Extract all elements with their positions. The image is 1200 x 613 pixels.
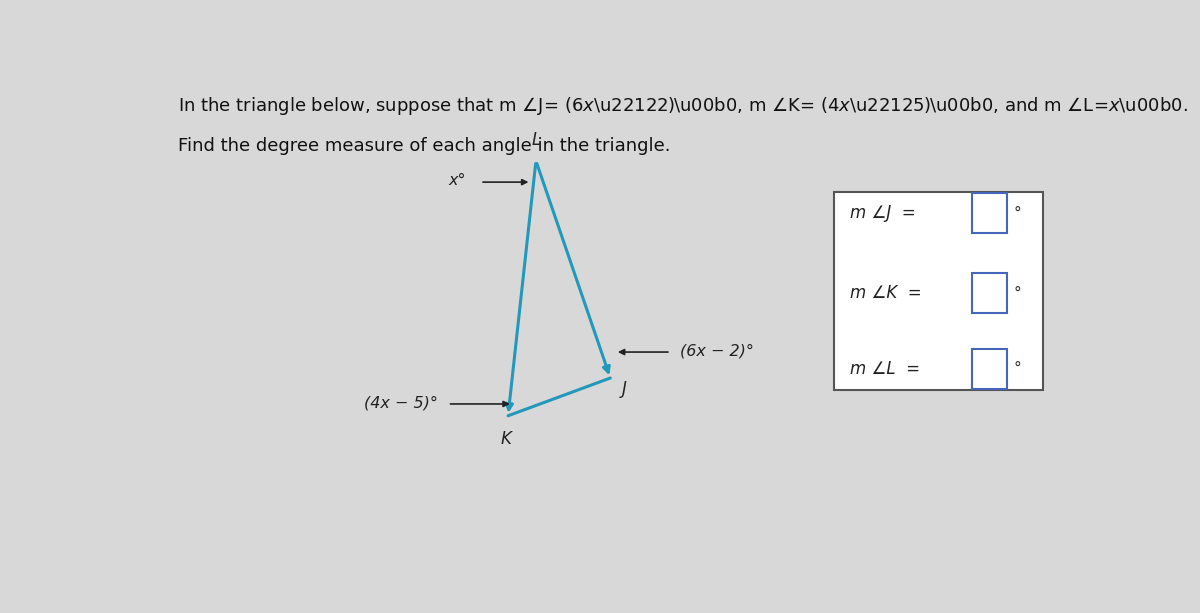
Text: In the triangle below, suppose that m $\angle$J= (6$x$\u22122)\u00b0, m $\angle$: In the triangle below, suppose that m $\…: [178, 95, 1188, 117]
Text: L: L: [532, 131, 540, 149]
FancyBboxPatch shape: [972, 349, 1008, 389]
Text: °: °: [1013, 205, 1021, 220]
Text: Find the degree measure of each angle in the triangle.: Find the degree measure of each angle in…: [178, 137, 671, 155]
Text: (6x − 2)°: (6x − 2)°: [680, 343, 754, 358]
Text: J: J: [622, 380, 626, 398]
Text: m ∠K  =: m ∠K =: [851, 284, 922, 302]
Text: (4x − 5)°: (4x − 5)°: [365, 395, 438, 410]
Text: m ∠J  =: m ∠J =: [851, 204, 916, 222]
Text: x°: x°: [449, 173, 466, 188]
Text: K: K: [500, 430, 511, 448]
FancyBboxPatch shape: [834, 191, 1043, 390]
Text: °: °: [1013, 286, 1021, 300]
Text: m ∠L  =: m ∠L =: [851, 360, 920, 378]
Text: °: °: [1013, 361, 1021, 376]
FancyBboxPatch shape: [972, 273, 1008, 313]
FancyBboxPatch shape: [972, 192, 1008, 233]
